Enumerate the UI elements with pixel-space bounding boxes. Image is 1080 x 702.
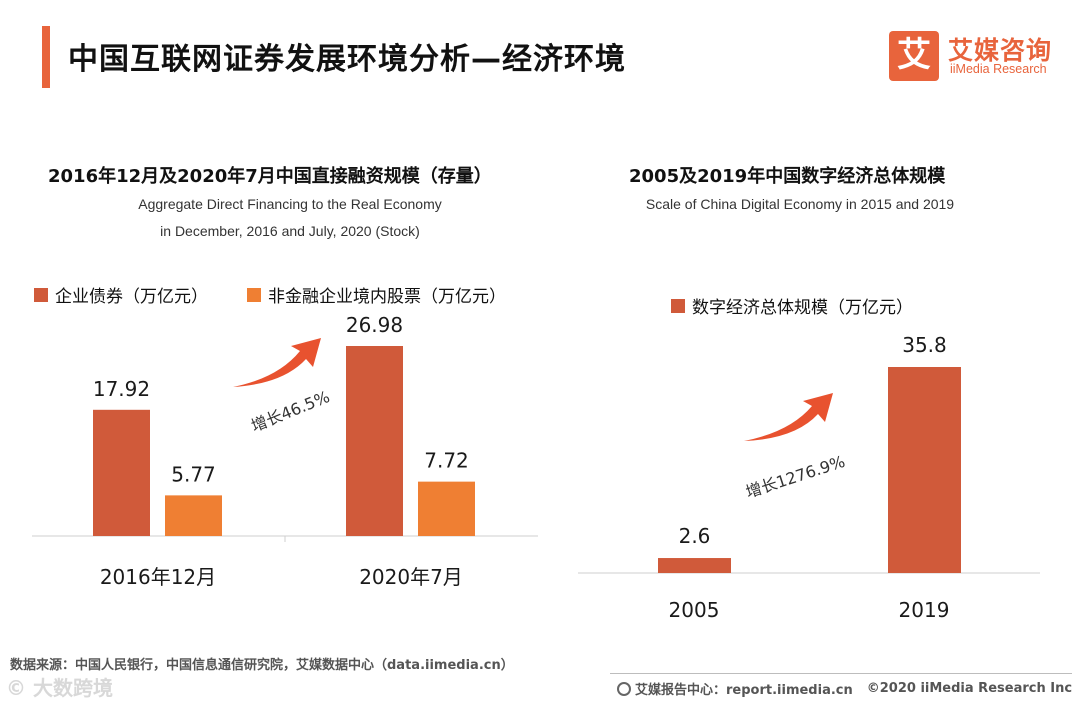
chart1-value-label-s1-c2: 26.98 bbox=[346, 313, 403, 337]
chart1-legend-item-1: 企业债券（万亿元） bbox=[34, 282, 208, 307]
chart1-value-label-s2-c2: 7.72 bbox=[424, 449, 469, 473]
brand-name-en: iiMedia Research bbox=[950, 62, 1047, 76]
footer-divider bbox=[610, 673, 1072, 674]
chart1-bar-s1-c2 bbox=[346, 346, 403, 536]
chart1-category-label-2: 2020年7月 bbox=[359, 565, 463, 589]
data-source: 数据来源：中国人民银行，中国信息通信研究院，艾媒数据中心（data.iimedi… bbox=[10, 658, 514, 673]
chart2-bar-c2 bbox=[888, 367, 961, 573]
chart1-bar-s2-c2 bbox=[418, 481, 475, 536]
chart1-legend-swatch-2 bbox=[247, 287, 261, 302]
chart1-legend-item-2: 非金融企业境内股票（万亿元） bbox=[247, 282, 506, 307]
chart1-value-label-s1-c1: 17.92 bbox=[93, 377, 150, 401]
chart1-bar-s2-c1 bbox=[165, 495, 222, 536]
brand-mark-icon: 艾 bbox=[889, 31, 939, 81]
footer-copyright: ©2020 iiMedia Research Inc bbox=[866, 681, 1073, 696]
footer: 艾媒报告中心：report.iimedia.cn ©2020 iiMedia R… bbox=[617, 679, 1072, 698]
brand-name-cn: 艾媒咨询 bbox=[948, 36, 1053, 65]
chart1-category-label-1: 2016年12月 bbox=[100, 565, 216, 589]
chart1-subtitle-line2: in December, 2016 and July, 2020 (Stock) bbox=[160, 223, 420, 239]
footer-report-site[interactable]: 艾媒报告中心：report.iimedia.cn bbox=[635, 683, 853, 698]
chart2-subtitle: Scale of China Digital Economy in 2015 a… bbox=[645, 196, 955, 212]
chart2-growth-label: 增长1276.9% bbox=[743, 452, 847, 502]
chart1-bar-s1-c1 bbox=[93, 409, 150, 536]
chart2-category-label-1: 2005 bbox=[669, 598, 720, 622]
chart2-title: 2005及2019年中国数字经济总体规模 bbox=[629, 166, 946, 187]
chart2-bar-c1 bbox=[658, 558, 731, 573]
chart2-legend-label-1: 数字经济总体规模（万亿元） bbox=[692, 298, 913, 318]
chart1-title: 2016年12月及2020年7月中国直接融资规模（存量） bbox=[48, 166, 492, 187]
chart2-value-label-c2: 35.8 bbox=[902, 333, 947, 357]
watermark: © 大数跨境 bbox=[6, 676, 113, 700]
page-title: 中国互联网证券发展环境分析—经济环境 bbox=[68, 42, 626, 77]
chart1-legend-label-2: 非金融企业境内股票（万亿元） bbox=[268, 287, 506, 307]
chart2-value-label-c1: 2.6 bbox=[679, 524, 711, 548]
chart2-growth-arrow-icon bbox=[744, 393, 833, 441]
chart2-arrow-shape bbox=[744, 393, 833, 441]
brand-mark-text: 艾 bbox=[897, 35, 931, 75]
chart2-category-label-2: 2019 bbox=[899, 598, 950, 622]
chart1-arrow-shape bbox=[233, 338, 321, 387]
chart2-legend-swatch-1 bbox=[671, 298, 685, 313]
chart2-legend-item-1: 数字经济总体规模（万亿元） bbox=[671, 293, 913, 318]
chart1-subtitle-line1: Aggregate Direct Financing to the Real E… bbox=[138, 196, 442, 212]
brand-logo: 艾 艾媒咨询 iiMedia Research bbox=[889, 31, 1069, 81]
chart1-legend-swatch-1 bbox=[34, 287, 48, 302]
chart1-growth-arrow-icon bbox=[233, 338, 321, 387]
chart1-value-label-s2-c1: 5.77 bbox=[171, 462, 216, 486]
title-accent-bar bbox=[42, 26, 50, 88]
globe-icon bbox=[617, 681, 631, 696]
chart1-legend-label-1: 企业债券（万亿元） bbox=[55, 287, 208, 307]
